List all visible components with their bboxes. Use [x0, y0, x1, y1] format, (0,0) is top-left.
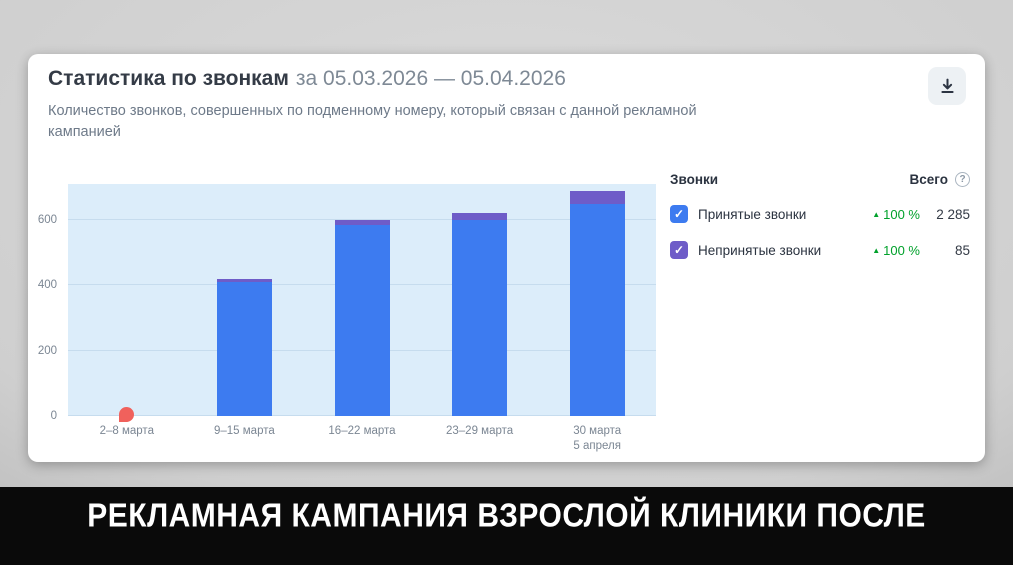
- bar-segment[interactable]: [569, 190, 625, 204]
- legend-header: Звонки Всего ?: [670, 172, 970, 187]
- checkbox-rejected-calls[interactable]: ✓: [670, 241, 688, 259]
- gridline: [68, 218, 656, 220]
- legend-total-header-group: Всего ?: [910, 172, 970, 187]
- bar-segment[interactable]: [216, 278, 272, 283]
- x-tick-label: 16–22 марта: [328, 425, 396, 437]
- help-icon[interactable]: ?: [955, 172, 970, 187]
- stats-card: Статистика по звонкам за 05.03.2026 — 05.…: [28, 54, 985, 462]
- download-icon: [940, 78, 954, 93]
- legend-item-accepted: ✓ Принятые звонки ▲ 100 % 2 285: [670, 203, 970, 225]
- legend: Звонки Всего ? ✓ Принятые звонки ▲ 100 % …: [670, 172, 970, 275]
- total-rejected: 85: [954, 242, 970, 258]
- legend-label-accepted: Принятые звонки: [698, 206, 807, 222]
- legend-item-rejected: ✓ Непринятые звонки ▲ 100 % 85: [670, 239, 970, 261]
- legend-label-rejected: Непринятые звонки: [698, 242, 822, 258]
- x-tick-label: 9–15 марта: [214, 425, 275, 437]
- legend-title: Звонки: [670, 172, 719, 187]
- bar-segment[interactable]: [334, 219, 390, 225]
- bar-segment[interactable]: [569, 203, 625, 416]
- x-tick-label: 30 марта 5 апреля: [573, 425, 622, 452]
- y-tick-label: 200: [37, 344, 57, 357]
- y-tick-label: 600: [37, 213, 57, 226]
- download-button[interactable]: [928, 67, 966, 105]
- delta-accepted: ▲ 100 %: [854, 207, 920, 222]
- bar-segment[interactable]: [452, 213, 508, 220]
- bar-segment[interactable]: [334, 224, 390, 416]
- y-axis: 0 200 400 600: [28, 184, 62, 422]
- total-accepted: 2 285: [936, 206, 970, 222]
- card-subtitle: Количество звонков, совершенных по подме…: [48, 103, 697, 141]
- plot-area: [68, 184, 656, 422]
- bar-segment[interactable]: [452, 219, 508, 416]
- delta-rejected: ▲ 100 %: [854, 243, 920, 258]
- legend-total-header: Всего: [909, 172, 948, 187]
- page-title: Статистика по звонкам: [48, 67, 289, 90]
- checkbox-accepted-calls[interactable]: ✓: [670, 205, 688, 223]
- date-range: за 05.03.2026 — 05.04.2026: [295, 67, 566, 90]
- x-tick-label: 23–29 марта: [446, 425, 514, 437]
- caption-band: РЕКЛАМНАЯ КАМПАНИЯ ВЗРОСЛОЙ КЛИНИКИ ПОСЛ…: [0, 487, 1013, 565]
- y-tick-label: 0: [50, 410, 57, 422]
- bar-segment[interactable]: [216, 282, 272, 416]
- delta-accepted-value: 100 %: [883, 206, 920, 222]
- up-arrow-icon: ▲: [872, 210, 881, 219]
- zero-data-point-marker[interactable]: [119, 407, 135, 422]
- delta-rejected-value: 100 %: [883, 242, 920, 258]
- y-tick-label: 400: [37, 279, 57, 292]
- card-header: Статистика по звонкам за 05.03.2026 — 05.…: [48, 67, 566, 91]
- up-arrow-icon: ▲: [872, 246, 881, 255]
- x-axis: 2–8 марта 9–15 марта 16–22 марта 23–29 март…: [68, 424, 656, 454]
- caption-text: РЕКЛАМНАЯ КАМПАНИЯ ВЗРОСЛОЙ КЛИНИКИ ПОСЛ…: [87, 498, 926, 535]
- x-tick-label: 2–8 марта: [99, 425, 154, 437]
